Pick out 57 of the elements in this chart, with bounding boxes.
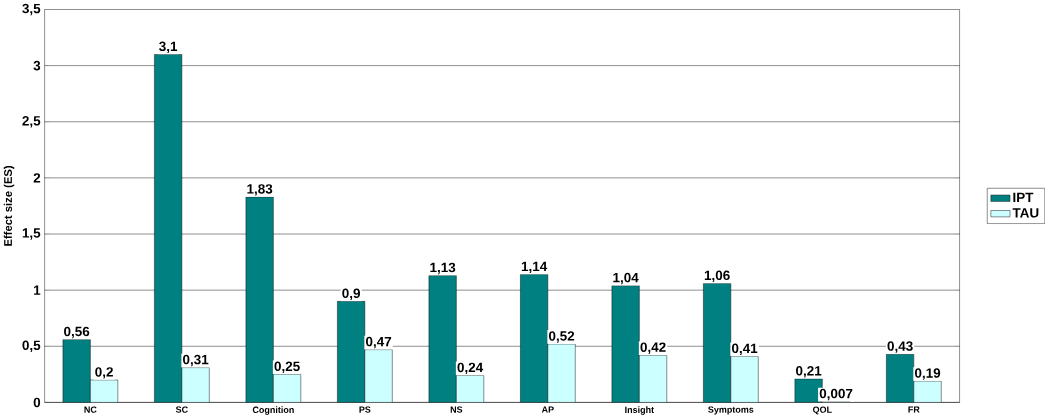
x-tick-label: Insight — [625, 406, 654, 416]
bar — [703, 283, 732, 403]
bar — [520, 274, 549, 403]
y-tick-label: 2 — [33, 173, 41, 183]
data-label: 0,42 — [640, 342, 666, 355]
y-tick-label: 0,5 — [22, 340, 41, 353]
legend-label: IPT — [1013, 192, 1034, 203]
data-label: 0,41 — [731, 343, 758, 356]
data-label: 0,31 — [183, 355, 209, 367]
data-label: 0,47 — [366, 337, 392, 349]
y-tick-label: 1,5 — [22, 228, 41, 240]
x-tick-label: PS — [359, 406, 371, 413]
data-label: 0,19 — [914, 368, 941, 380]
bar — [730, 356, 759, 403]
x-tick-label: NC — [84, 406, 97, 413]
data-label: 1,83 — [247, 184, 273, 196]
x-tick-label: NS — [450, 406, 463, 413]
bar — [611, 285, 640, 403]
bar — [428, 275, 457, 403]
bar — [639, 355, 668, 403]
data-label: 0,21 — [796, 366, 822, 378]
data-label: 0,24 — [457, 362, 484, 375]
data-label: 0,9 — [342, 288, 360, 301]
x-tick-label: SC — [175, 406, 188, 413]
bar — [364, 349, 393, 403]
x-tick-label: Symptoms — [708, 406, 754, 415]
y-tick-label: 3 — [33, 61, 41, 71]
bar — [245, 196, 274, 403]
data-label: 0,56 — [64, 326, 90, 339]
x-tick-label: AP — [541, 406, 554, 413]
data-label: 1,04 — [613, 273, 639, 285]
data-label: 1,14 — [521, 261, 548, 274]
y-axis-title: Effect size (ES) — [3, 166, 15, 246]
bar — [547, 344, 576, 403]
y-tick-label: 2,5 — [22, 116, 41, 128]
bar — [62, 339, 91, 403]
data-label: 1,06 — [704, 270, 730, 283]
bar — [337, 301, 366, 403]
bar — [154, 54, 183, 403]
data-label: 0,43 — [887, 341, 913, 354]
data-label: 0,52 — [548, 331, 575, 343]
data-label: 0,007 — [819, 389, 853, 401]
x-tick-label: Cognition — [252, 406, 294, 416]
data-label: 3,1 — [159, 41, 178, 54]
data-label: 0,25 — [274, 361, 300, 374]
x-tick-label: QOL — [812, 406, 832, 415]
y-tick-label: 0 — [33, 397, 41, 408]
data-label: 0,2 — [95, 367, 113, 379]
bar — [456, 375, 485, 403]
legend-label: TAU — [1012, 208, 1039, 218]
x-tick-label: FR — [908, 406, 920, 413]
y-tick-label: 3,5 — [22, 3, 41, 16]
bar — [273, 374, 302, 403]
bar — [913, 381, 942, 403]
y-tick-label: 1 — [34, 285, 41, 296]
data-label: 1,13 — [430, 262, 456, 275]
bar — [181, 367, 210, 403]
